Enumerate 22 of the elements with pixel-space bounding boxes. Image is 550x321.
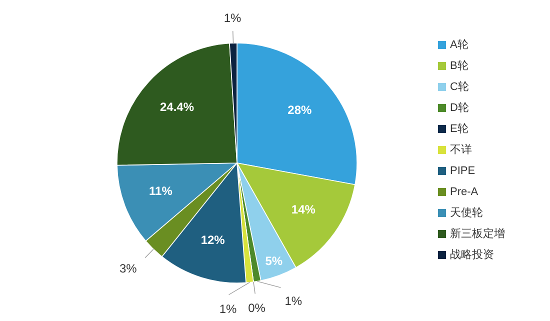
legend-label: E轮: [450, 122, 468, 135]
legend-label: 不详: [450, 142, 472, 156]
legend-label: 战略投资: [450, 248, 494, 261]
legend-label: D轮: [450, 102, 469, 114]
data-label: 5%: [265, 254, 283, 268]
legend-label: PIPE: [450, 164, 476, 177]
data-label: 14%: [291, 202, 316, 217]
data-label: 12%: [200, 233, 226, 248]
legend-label: C轮: [450, 80, 469, 93]
legend-label: A轮: [450, 38, 468, 51]
data-label: 1%: [219, 302, 238, 316]
data-label: 1%: [284, 294, 302, 308]
legend-label: 新三板定增: [450, 226, 505, 240]
data-label: 11%: [149, 184, 173, 198]
data-label: 1%: [224, 11, 242, 26]
data-label: 24.4%: [160, 100, 194, 114]
data-label: 3%: [119, 262, 138, 276]
text: 0%: [248, 300, 266, 315]
legend-label: Pre-A: [450, 186, 479, 198]
data-label: 28%: [288, 102, 312, 117]
legend-label: 天使轮: [450, 206, 483, 219]
legend-label: B轮: [450, 60, 468, 72]
